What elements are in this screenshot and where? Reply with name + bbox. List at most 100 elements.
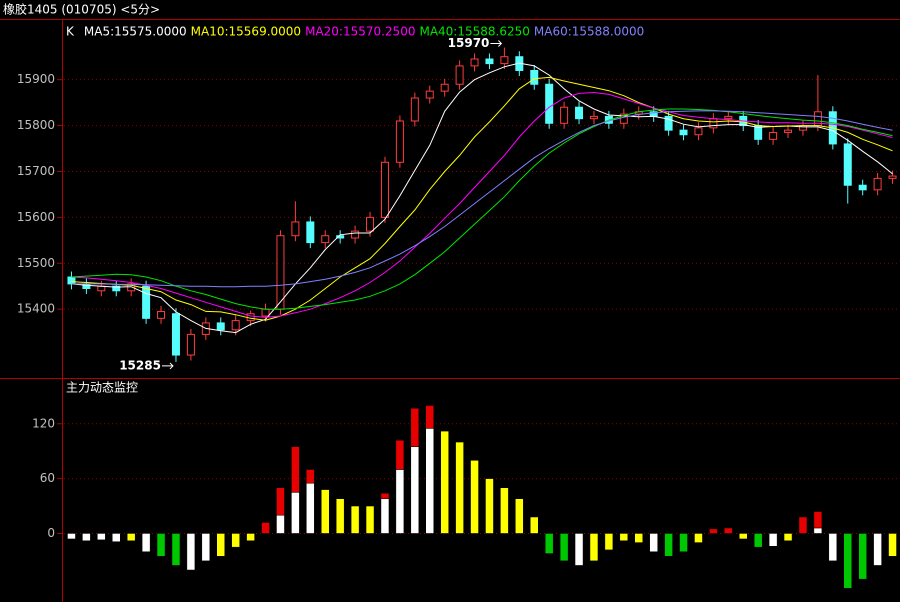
candle-body <box>858 184 867 191</box>
bar <box>574 533 584 566</box>
y-tick-label: 15600 <box>17 210 55 224</box>
candle-body <box>873 177 882 191</box>
candle-body <box>216 322 225 331</box>
bar <box>335 498 345 534</box>
candle-body <box>142 285 151 319</box>
bar <box>395 469 405 534</box>
bar <box>67 533 76 540</box>
bar <box>798 516 808 534</box>
candle-body <box>425 90 434 99</box>
y-tick-label: 120 <box>32 416 55 430</box>
candle-body <box>769 131 778 140</box>
bar <box>739 533 748 540</box>
bar <box>694 533 703 543</box>
bar <box>321 489 330 534</box>
legend-entry: MA20:15570.2500 <box>305 25 415 39</box>
legend-entry: MA60:15588.0000 <box>534 25 644 39</box>
bar <box>126 533 136 542</box>
bar <box>410 407 420 447</box>
bar <box>828 533 838 562</box>
bar <box>261 522 270 534</box>
candle-body <box>395 120 404 163</box>
y-tick-label: 15800 <box>17 118 55 132</box>
bar <box>455 441 464 534</box>
bar <box>425 428 434 534</box>
candle-body <box>619 113 628 124</box>
candle-body <box>366 216 375 232</box>
bar <box>768 533 778 547</box>
bar <box>291 492 300 534</box>
bar <box>291 446 300 493</box>
bar <box>619 533 629 542</box>
candle-body <box>888 175 897 179</box>
bar <box>365 505 375 534</box>
bar <box>649 533 658 552</box>
legend-label: K <box>66 25 75 39</box>
ma-line <box>71 108 893 310</box>
y-tick-label: 15700 <box>17 164 55 178</box>
annotation-arrow <box>161 362 174 370</box>
candle-body <box>171 313 180 356</box>
candle-body <box>575 106 584 120</box>
bar <box>813 511 823 529</box>
legend-entry: MA40:15588.6250 <box>419 25 529 39</box>
bar <box>888 533 897 557</box>
bar <box>604 533 614 551</box>
ma-line <box>71 76 893 321</box>
bar <box>544 533 554 554</box>
bar <box>141 533 151 552</box>
bar <box>589 533 599 562</box>
legend-entry: MA10:15569.0000 <box>191 25 301 39</box>
candle-body <box>112 285 121 292</box>
panel-title: 主力动态监控 <box>66 381 138 395</box>
header-title: 橡胶1405 (010705) <5分> <box>3 2 160 17</box>
bar <box>350 505 360 534</box>
candle-body <box>336 235 345 239</box>
bar <box>156 533 166 557</box>
bar <box>753 533 763 548</box>
bar <box>306 482 315 534</box>
ma-line <box>71 110 893 288</box>
ma-line <box>71 62 893 334</box>
bar <box>112 533 121 542</box>
candle-body <box>231 320 240 331</box>
bar <box>843 533 852 589</box>
bar <box>306 469 315 484</box>
candle-body <box>589 115 598 120</box>
bar <box>246 533 255 542</box>
candle-body <box>455 65 464 85</box>
candle-body <box>470 58 479 67</box>
bar <box>664 533 673 557</box>
candle-body <box>694 127 703 136</box>
candle-body <box>664 115 673 131</box>
candle-body <box>545 83 554 124</box>
bar <box>709 528 718 534</box>
bar <box>380 492 390 499</box>
candle-body <box>186 333 195 356</box>
candle-body <box>440 83 449 92</box>
candle-body <box>380 161 389 218</box>
bar <box>873 533 882 566</box>
candle-body <box>306 221 315 244</box>
y-tick-label: 15900 <box>17 72 55 86</box>
candle-body <box>843 143 852 186</box>
candle-body <box>709 118 718 129</box>
candle-body <box>157 310 166 319</box>
y-tick-label: 15400 <box>17 302 55 316</box>
bar <box>201 533 211 562</box>
bar <box>858 533 867 580</box>
candle-body <box>261 308 270 317</box>
bar <box>813 527 823 534</box>
y-tick-label: 0 <box>47 526 55 540</box>
bar <box>186 533 196 571</box>
candle-body <box>67 276 76 285</box>
candle-body <box>485 58 494 65</box>
candle-body <box>784 129 793 133</box>
bar <box>530 516 539 534</box>
bar <box>231 533 240 548</box>
bar <box>500 487 509 534</box>
bar <box>515 498 524 534</box>
candle-body <box>560 106 569 124</box>
